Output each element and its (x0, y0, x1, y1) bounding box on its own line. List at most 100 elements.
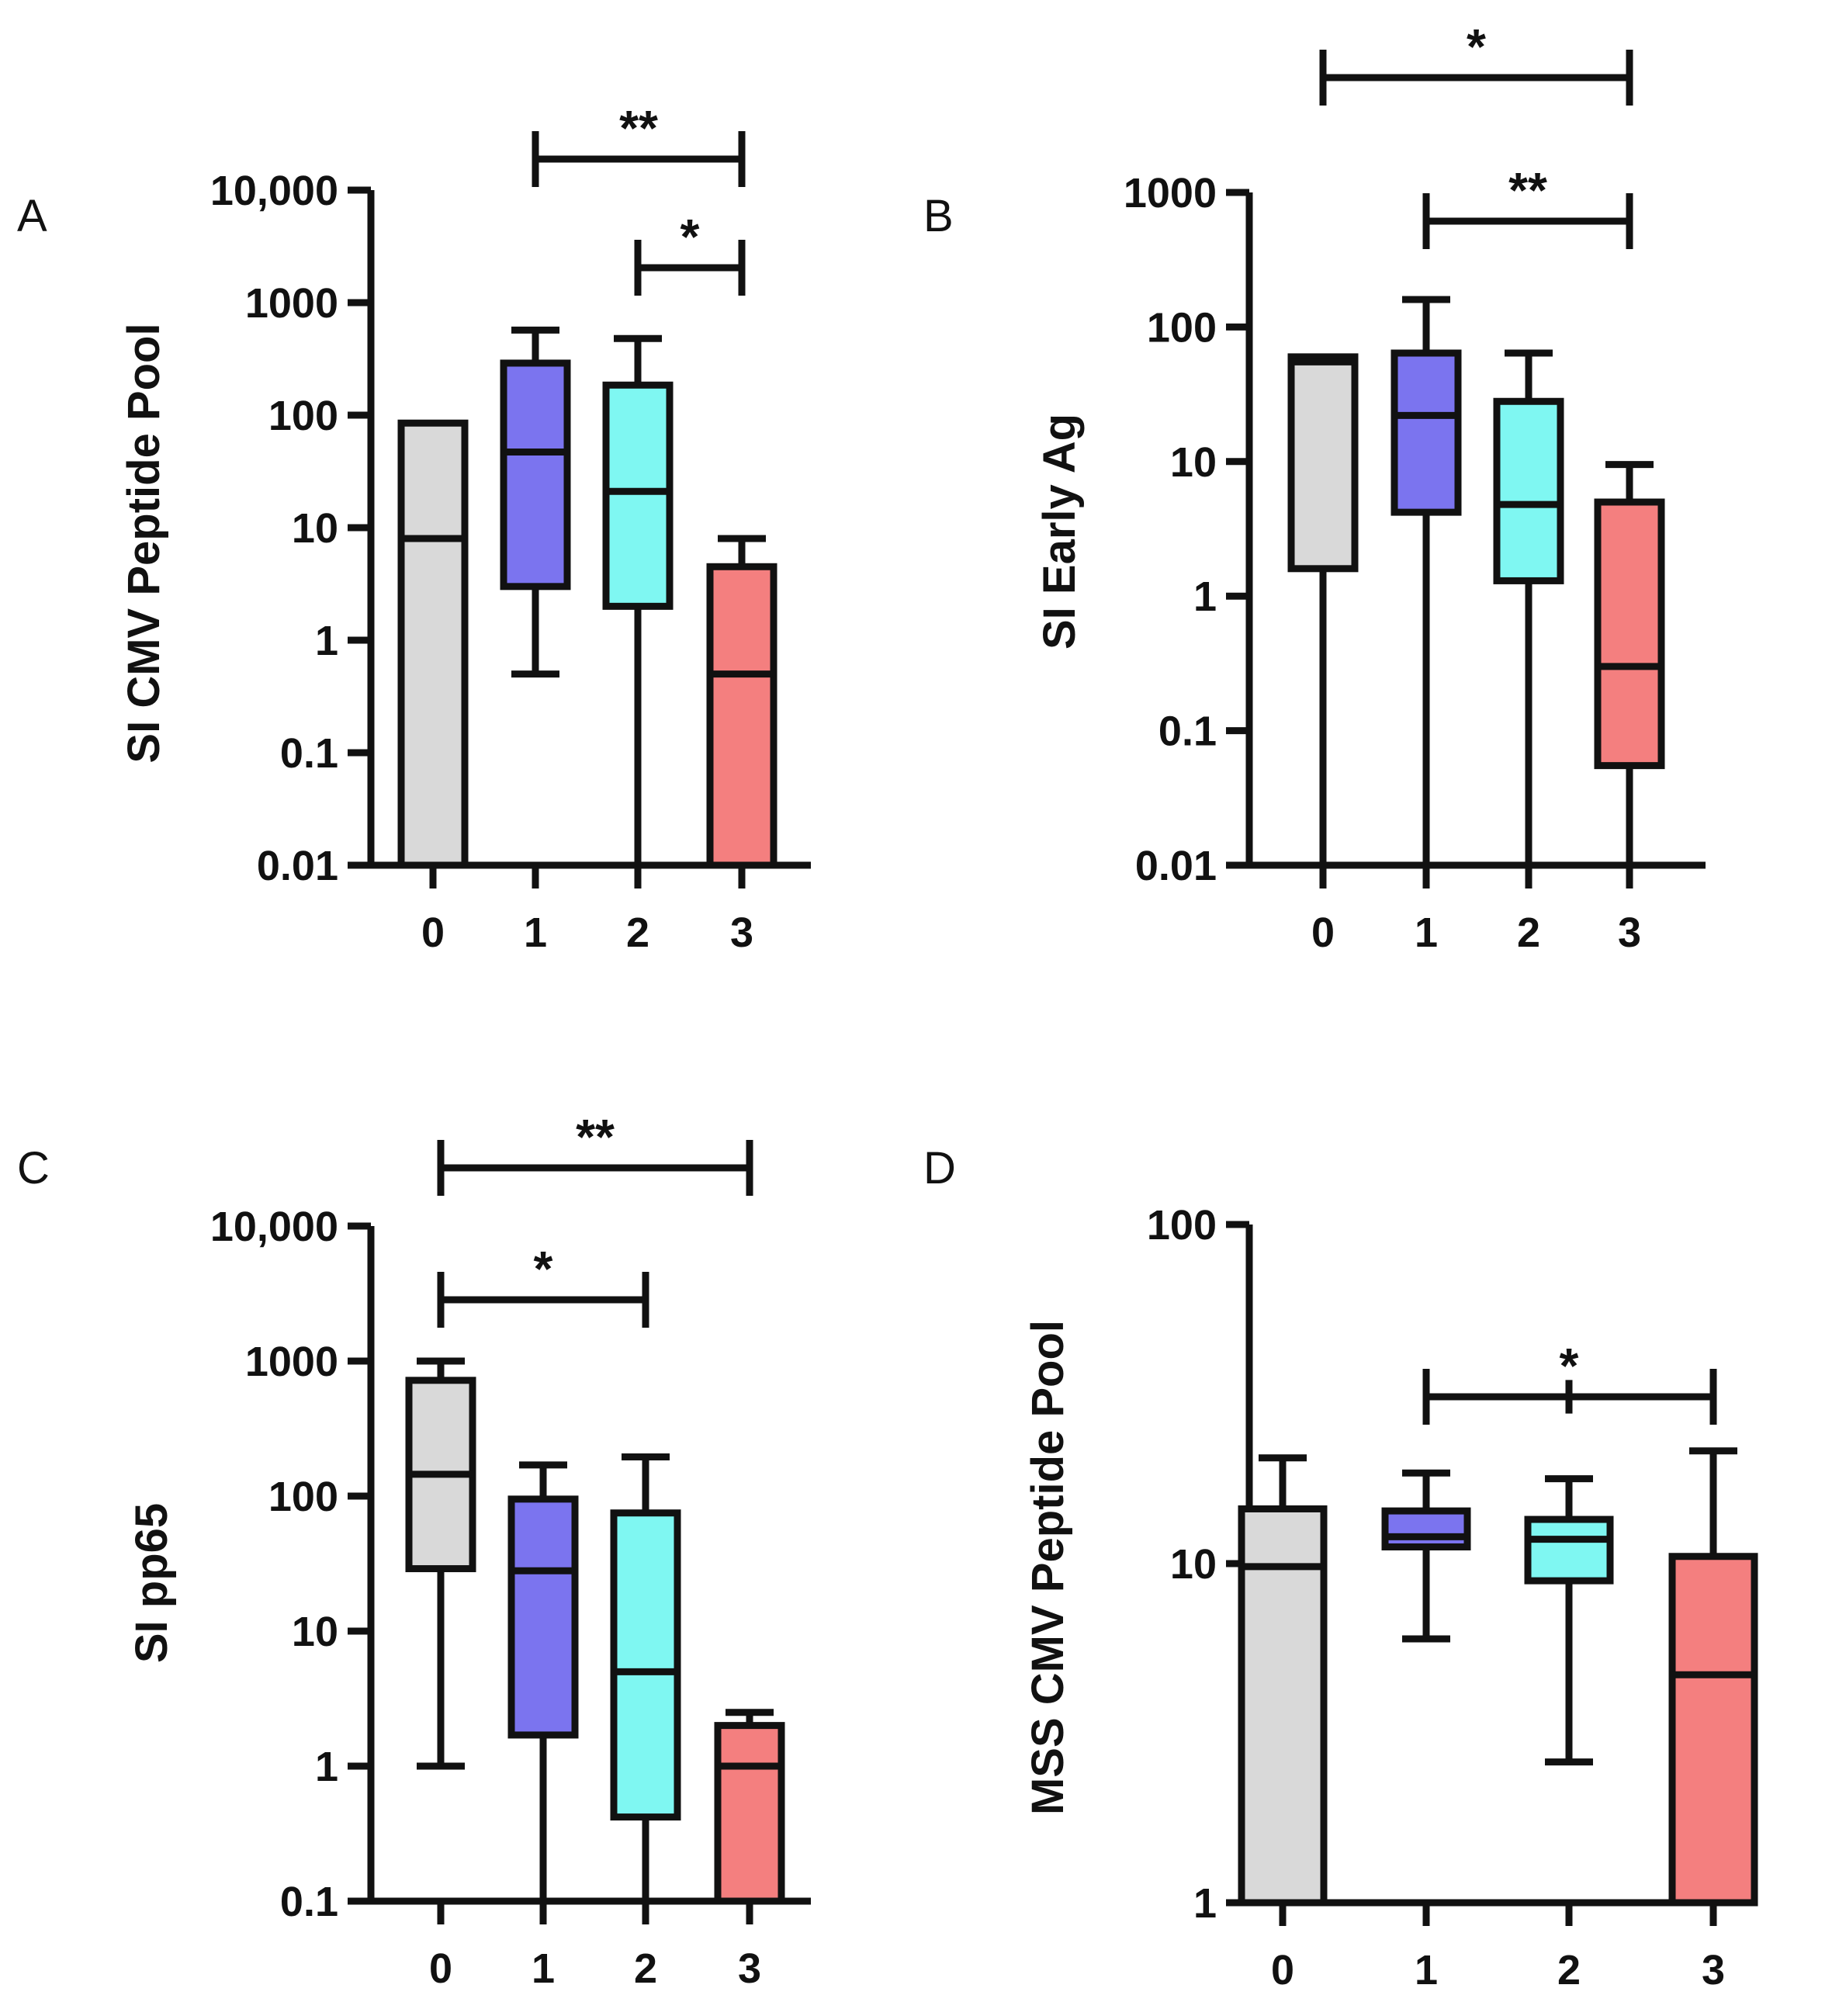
box-category-2 (610, 1453, 681, 1905)
x-tick-label: 2 (626, 909, 649, 956)
significance-bracket: ** (532, 100, 746, 187)
y-tick-label: 0.01 (1135, 843, 1217, 889)
y-tick-label: 1000 (1124, 170, 1217, 216)
panel-letter: A (17, 191, 47, 241)
y-axis-title: SI CMV Peptide Pool (119, 323, 169, 763)
x-tick-label: 2 (634, 1945, 657, 1992)
box-iqr (1238, 1505, 1328, 1907)
x-tick-label: 3 (1702, 1947, 1725, 1993)
panel-letter: D (923, 1143, 956, 1193)
x-tick-label: 0 (1311, 909, 1335, 956)
panel-letter: B (923, 191, 954, 241)
box-iqr (507, 1495, 579, 1739)
box-iqr (1493, 397, 1564, 584)
y-tick-label: 10,000 (210, 1204, 338, 1250)
plot-area: 1 10 100 0 1 2 3 * (1147, 1202, 1758, 1993)
significance-label: * (1560, 1338, 1579, 1394)
box-category-1 (1381, 1469, 1471, 1643)
y-tick-label: 10 (292, 1609, 338, 1655)
y-tick-label: 1 (315, 1744, 338, 1790)
box-category-3 (706, 535, 778, 869)
significance-bracket: ** (437, 1109, 753, 1196)
x-tick-label: 2 (1517, 909, 1540, 956)
y-tick-label: 100 (268, 1474, 338, 1520)
x-tick-label: 1 (524, 909, 547, 956)
y-axis-title: MSS CMV Peptide Pool (1023, 1320, 1073, 1815)
panel-letter: C (17, 1143, 50, 1193)
significance-bracket: * (437, 1241, 649, 1328)
significance-label: ** (619, 100, 658, 156)
significance-label: * (534, 1241, 553, 1297)
box-iqr (1594, 498, 1665, 770)
y-tick-label: 10 (292, 505, 338, 552)
box-iqr (714, 1722, 785, 1905)
box-category-3 (714, 1709, 785, 1905)
box-category-3 (1668, 1447, 1758, 1907)
y-tick-label: 100 (1147, 304, 1217, 351)
box-iqr (1524, 1515, 1614, 1585)
significance-bracket: * (1319, 19, 1633, 106)
y-tick-label: 1 (315, 618, 338, 664)
y-tick-label: 0.1 (280, 1879, 338, 1925)
box-iqr (706, 563, 778, 869)
box-category-3 (1594, 461, 1665, 869)
significance-label: * (1467, 19, 1486, 74)
y-tick-label: 10 (1170, 1541, 1217, 1588)
y-tick-label: 10,000 (210, 168, 338, 214)
box-category-0 (1287, 353, 1359, 869)
x-tick-label: 3 (730, 909, 753, 956)
significance-label: ** (1508, 162, 1547, 218)
y-tick-label: 0.1 (1158, 708, 1217, 755)
box-category-2 (602, 334, 674, 869)
x-tick-label: 3 (738, 1945, 761, 1992)
y-axis-title: SI pp65 (126, 1503, 177, 1663)
box-category-0 (1238, 1454, 1328, 1907)
significance-bracket: * (1422, 1338, 1717, 1425)
y-axis-title: SI Early Ag (1034, 414, 1085, 649)
x-tick-label: 1 (532, 1945, 555, 1992)
box-category-0 (397, 419, 469, 869)
y-tick-label: 100 (1147, 1202, 1217, 1249)
y-tick-label: 1000 (245, 1339, 338, 1385)
box-iqr (500, 359, 571, 591)
panel-d: D MSS CMV Peptide Pool 1 10 100 0 1 2 3 * (923, 1143, 1758, 1993)
x-tick-label: 1 (1415, 1947, 1438, 1993)
y-tick-label: 0.1 (280, 730, 338, 777)
significance-bracket: ** (1422, 162, 1633, 249)
box-category-2 (1493, 349, 1564, 869)
box-iqr (610, 1509, 681, 1821)
box-category-1 (507, 1461, 579, 1905)
y-tick-label: 100 (268, 393, 338, 439)
x-tick-label: 3 (1618, 909, 1641, 956)
y-tick-label: 1000 (245, 280, 338, 327)
box-iqr (602, 381, 674, 610)
box-iqr (1668, 1553, 1758, 1907)
box-iqr (1287, 353, 1359, 573)
x-tick-label: 1 (1415, 909, 1438, 956)
x-tick-label: 0 (429, 1945, 452, 1992)
y-tick-label: 10 (1170, 439, 1217, 486)
box-iqr (397, 419, 469, 869)
box-category-2 (1524, 1475, 1614, 1766)
x-tick-label: 2 (1557, 1947, 1581, 1993)
significance-bracket: * (634, 209, 746, 296)
box-iqr (1391, 349, 1462, 516)
x-tick-label: 0 (1271, 1947, 1294, 1993)
x-tick-label: 0 (421, 909, 445, 956)
box-category-0 (405, 1357, 476, 1770)
significance-label: * (681, 209, 700, 265)
box-category-1 (500, 326, 571, 678)
y-tick-label: 1 (1193, 573, 1217, 620)
box-category-1 (1391, 296, 1462, 869)
y-tick-label: 0.01 (257, 843, 338, 889)
significance-label: ** (576, 1109, 615, 1165)
y-tick-label: 1 (1193, 1880, 1217, 1927)
box-iqr (1381, 1507, 1471, 1550)
panel-a: A SI CMV Peptide Pool 0.010.111010010001… (17, 100, 811, 956)
